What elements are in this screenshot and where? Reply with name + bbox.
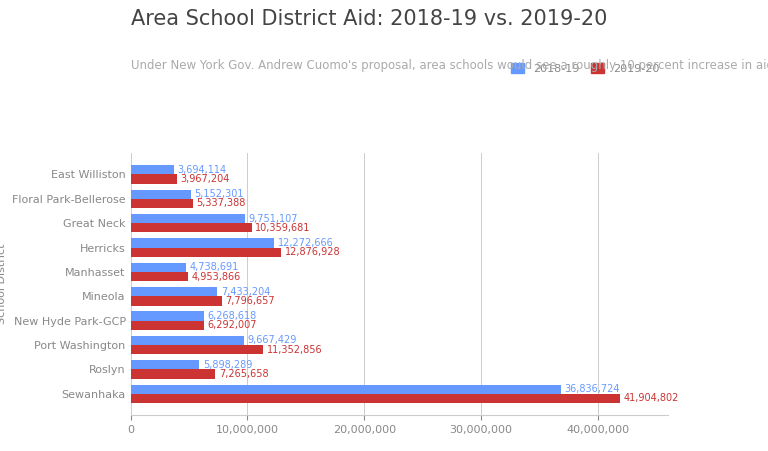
Text: 41,904,802: 41,904,802 xyxy=(624,393,679,403)
Bar xyxy=(131,223,252,232)
Text: 11,352,856: 11,352,856 xyxy=(266,345,323,354)
Text: 3,694,114: 3,694,114 xyxy=(177,165,227,175)
Bar xyxy=(131,394,621,403)
Text: Area School District Aid: 2018-19 vs. 2019-20: Area School District Aid: 2018-19 vs. 20… xyxy=(131,9,607,29)
Bar xyxy=(131,248,281,257)
Bar xyxy=(131,312,204,321)
Text: 10,359,681: 10,359,681 xyxy=(255,223,310,233)
Bar xyxy=(131,165,174,175)
Text: 5,898,289: 5,898,289 xyxy=(203,360,253,370)
Bar xyxy=(131,272,188,281)
Bar xyxy=(131,369,216,379)
Text: 6,292,007: 6,292,007 xyxy=(207,320,257,330)
Bar xyxy=(131,238,274,248)
Bar xyxy=(131,385,561,394)
Text: 9,751,107: 9,751,107 xyxy=(248,214,297,224)
Bar xyxy=(131,262,186,272)
Bar xyxy=(131,345,263,354)
Text: 36,836,724: 36,836,724 xyxy=(564,384,620,394)
Text: Under New York Gov. Andrew Cuomo's proposal, area schools would see a roughly 10: Under New York Gov. Andrew Cuomo's propo… xyxy=(131,59,768,72)
Text: 3,967,204: 3,967,204 xyxy=(180,174,230,184)
Bar xyxy=(131,296,222,306)
Y-axis label: School District: School District xyxy=(0,244,6,324)
Bar xyxy=(131,189,190,199)
Text: 6,268,618: 6,268,618 xyxy=(207,311,257,321)
Text: 5,152,301: 5,152,301 xyxy=(194,189,243,199)
Text: 12,272,666: 12,272,666 xyxy=(277,238,333,248)
Text: 7,796,657: 7,796,657 xyxy=(225,296,275,306)
Bar xyxy=(131,214,244,223)
Bar xyxy=(131,360,200,369)
Text: 9,667,429: 9,667,429 xyxy=(247,336,296,345)
Bar xyxy=(131,199,193,208)
Legend: 2018-19, 2019-20: 2018-19, 2019-20 xyxy=(508,60,663,77)
Text: 7,265,658: 7,265,658 xyxy=(219,369,269,379)
Bar xyxy=(131,175,177,184)
Text: 4,738,691: 4,738,691 xyxy=(190,262,239,272)
Text: 12,876,928: 12,876,928 xyxy=(285,247,340,257)
Text: 5,337,388: 5,337,388 xyxy=(197,198,246,208)
Bar xyxy=(131,321,204,330)
Text: 7,433,204: 7,433,204 xyxy=(221,287,270,297)
Bar xyxy=(131,336,243,345)
Text: 4,953,866: 4,953,866 xyxy=(192,272,241,281)
Bar xyxy=(131,287,217,296)
